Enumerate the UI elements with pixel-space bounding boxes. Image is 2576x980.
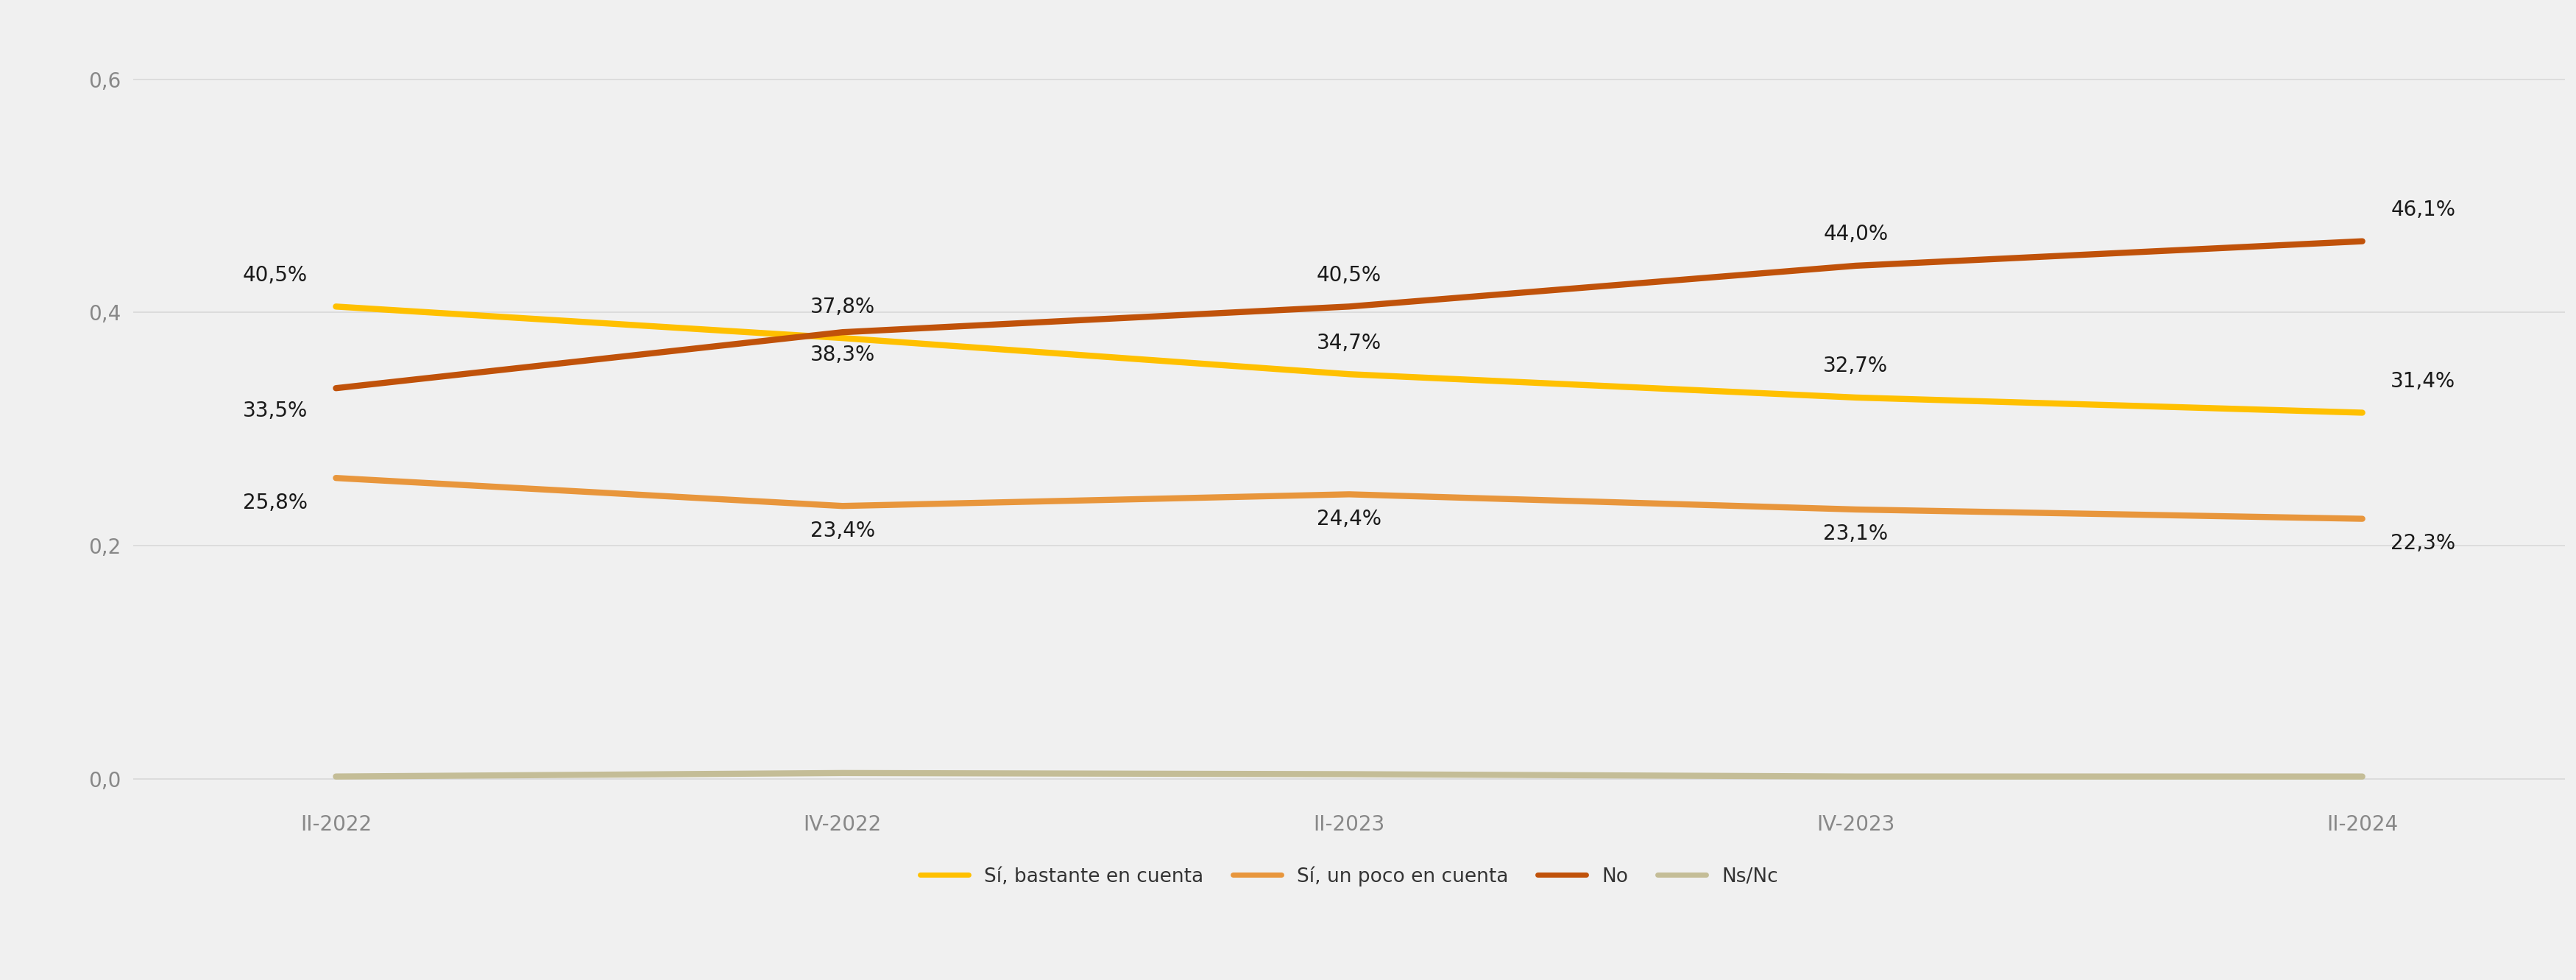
Sí, un poco en cuenta — [1839, 504, 1870, 515]
Sí, un poco en cuenta — [827, 500, 858, 512]
Text: 23,1%: 23,1% — [1824, 524, 1888, 545]
Text: 37,8%: 37,8% — [809, 296, 876, 318]
Sí, un poco en cuenta — [2347, 513, 2378, 524]
No — [319, 382, 350, 394]
Ns/Nc — [1334, 768, 1365, 780]
Sí, bastante en cuenta — [1839, 392, 1870, 404]
Text: 31,4%: 31,4% — [2391, 371, 2455, 392]
Sí, un poco en cuenta — [1334, 488, 1365, 500]
Sí, bastante en cuenta — [1334, 368, 1365, 380]
Text: 25,8%: 25,8% — [242, 492, 307, 513]
Ns/Nc — [827, 767, 858, 779]
No — [1334, 301, 1365, 313]
Sí, bastante en cuenta — [827, 332, 858, 344]
Legend: Sí, bastante en cuenta, Sí, un poco en cuenta, No, Ns/Nc: Sí, bastante en cuenta, Sí, un poco en c… — [912, 858, 1785, 894]
Line: Ns/Nc: Ns/Nc — [335, 773, 2362, 776]
Text: 40,5%: 40,5% — [242, 265, 307, 285]
Text: 34,7%: 34,7% — [1316, 332, 1381, 353]
Text: 32,7%: 32,7% — [1824, 356, 1888, 376]
Text: 33,5%: 33,5% — [242, 400, 307, 420]
Text: 38,3%: 38,3% — [809, 344, 876, 365]
Text: 22,3%: 22,3% — [2391, 533, 2455, 554]
Sí, bastante en cuenta — [319, 301, 350, 313]
Line: Sí, un poco en cuenta: Sí, un poco en cuenta — [335, 478, 2362, 518]
Sí, un poco en cuenta — [319, 472, 350, 484]
Sí, bastante en cuenta — [2347, 407, 2378, 418]
Text: 40,5%: 40,5% — [1316, 265, 1381, 285]
Text: 24,4%: 24,4% — [1316, 509, 1381, 529]
Line: Sí, bastante en cuenta: Sí, bastante en cuenta — [335, 307, 2362, 413]
Text: 44,0%: 44,0% — [1824, 224, 1888, 245]
Text: 23,4%: 23,4% — [809, 520, 876, 541]
Ns/Nc — [2347, 770, 2378, 782]
Line: No: No — [335, 241, 2362, 388]
No — [1839, 260, 1870, 271]
Text: 46,1%: 46,1% — [2391, 200, 2455, 221]
Ns/Nc — [319, 770, 350, 782]
Ns/Nc — [1839, 770, 1870, 782]
No — [2347, 235, 2378, 247]
No — [827, 326, 858, 338]
